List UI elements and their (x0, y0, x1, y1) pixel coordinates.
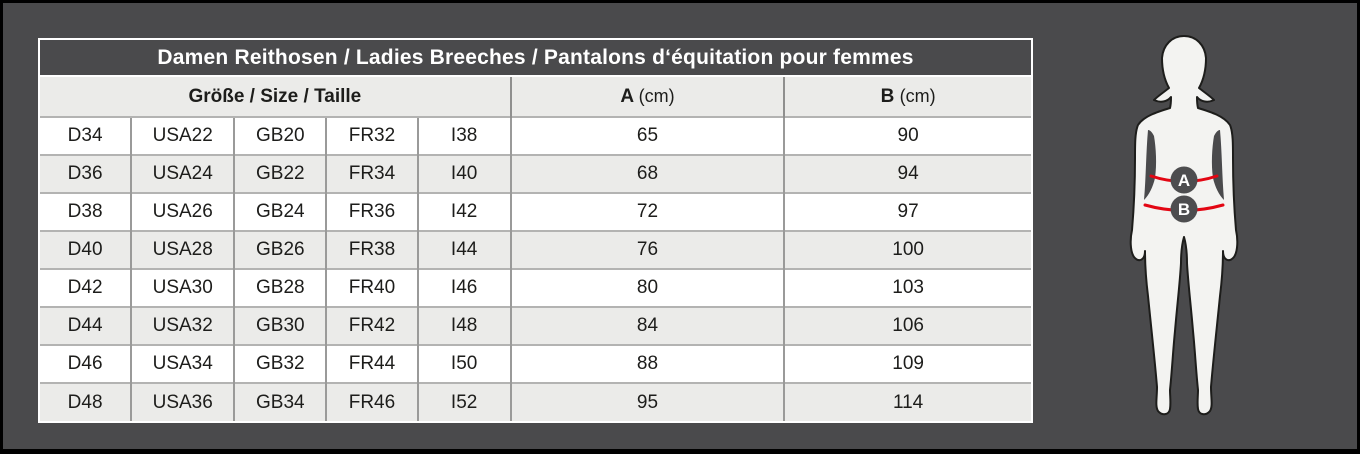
badge-a-icon: A (1170, 166, 1198, 194)
cell-size-i: I40 (416, 154, 511, 193)
cell-size-gb: GB26 (233, 230, 327, 269)
cell-size-i: I50 (416, 344, 511, 383)
table-row: D40 USA28 GB26 FR38 I44 76 100 (40, 230, 1031, 269)
cell-size-usa: USA32 (130, 306, 235, 345)
cell-size-usa: USA24 (130, 154, 235, 193)
cell-size-gb: GB34 (233, 382, 327, 421)
table-row: D42 USA30 GB28 FR40 I46 80 103 (40, 268, 1031, 307)
header-row: Größe / Size / Taille A (cm) B (cm) (40, 77, 1031, 117)
cell-size-gb: GB22 (233, 154, 327, 193)
cell-measure-a: 80 (509, 268, 785, 307)
table-row: D36 USA24 GB22 FR34 I40 68 94 (40, 154, 1031, 193)
cell-size-i: I42 (416, 192, 511, 231)
cell-size-d: D34 (40, 116, 132, 155)
cell-size-fr: FR36 (325, 192, 418, 231)
cell-measure-b: 106 (783, 306, 1031, 345)
cell-size-d: D38 (40, 192, 132, 231)
cell-size-i: I46 (416, 268, 511, 307)
cell-size-d: D48 (40, 382, 132, 421)
header-size: Größe / Size / Taille (188, 85, 362, 107)
table-row: D34 USA22 GB20 FR32 I38 65 90 (40, 116, 1031, 155)
badge-b-label: B (1178, 200, 1190, 219)
cell-measure-b: 109 (783, 344, 1031, 383)
cell-size-d: D40 (40, 230, 132, 269)
cell-size-fr: FR32 (325, 116, 418, 155)
cell-size-d: D44 (40, 306, 132, 345)
table-row: D48 USA36 GB34 FR46 I52 95 114 (40, 382, 1031, 421)
cell-size-fr: FR34 (325, 154, 418, 193)
badge-b-icon: B (1170, 195, 1198, 223)
cell-measure-b: 100 (783, 230, 1031, 269)
cell-size-fr: FR44 (325, 344, 418, 383)
cell-size-usa: USA26 (130, 192, 235, 231)
header-b-unit: (cm) (899, 85, 936, 106)
cell-size-usa: USA34 (130, 344, 235, 383)
cell-size-d: D46 (40, 344, 132, 383)
cell-size-i: I44 (416, 230, 511, 269)
cell-measure-a: 95 (509, 382, 785, 421)
cell-measure-a: 76 (509, 230, 785, 269)
table-header: Größe / Size / Taille A (cm) B (cm) (40, 77, 1031, 117)
cell-size-gb: GB20 (233, 116, 327, 155)
cell-measure-a: 65 (509, 116, 785, 155)
cell-size-usa: USA30 (130, 268, 235, 307)
cell-size-fr: FR40 (325, 268, 418, 307)
cell-size-gb: GB32 (233, 344, 327, 383)
table-body: D34 USA22 GB20 FR32 I38 65 90 D36 USA24 … (40, 116, 1031, 421)
woman-body-shape (1129, 35, 1239, 416)
header-a-unit: (cm) (638, 85, 675, 106)
cell-size-fr: FR38 (325, 230, 418, 269)
woman-silhouette: A B (1129, 35, 1239, 416)
cell-measure-a: 88 (509, 344, 785, 383)
cell-measure-b: 94 (783, 154, 1031, 193)
arm-gap-right (1211, 130, 1224, 200)
measurement-figure: A B (1126, 32, 1246, 422)
badge-a-label: A (1178, 171, 1190, 190)
header-col-a: A (cm) (509, 77, 785, 117)
cell-size-usa: USA36 (130, 382, 235, 421)
cell-size-fr: FR46 (325, 382, 418, 421)
cell-size-usa: USA28 (130, 230, 235, 269)
cell-measure-b: 103 (783, 268, 1031, 307)
cell-size-i: I52 (416, 382, 511, 421)
cell-size-i: I38 (416, 116, 511, 155)
table-row: D46 USA34 GB32 FR44 I50 88 109 (40, 344, 1031, 383)
cell-measure-a: 72 (509, 192, 785, 231)
header-a-letter: A (620, 85, 634, 107)
cell-measure-b: 114 (783, 382, 1031, 421)
cell-size-gb: GB28 (233, 268, 327, 307)
cell-size-i: I48 (416, 306, 511, 345)
cell-size-d: D42 (40, 268, 132, 307)
cell-size-d: D36 (40, 154, 132, 193)
cell-measure-a: 68 (509, 154, 785, 193)
cell-measure-b: 97 (783, 192, 1031, 231)
header-col-b: B (cm) (783, 77, 1031, 117)
table-row: D38 USA26 GB24 FR36 I42 72 97 (40, 192, 1031, 231)
size-chart-table: Damen Reithosen / Ladies Breeches / Pant… (38, 38, 1033, 423)
cell-size-gb: GB24 (233, 192, 327, 231)
cell-size-gb: GB30 (233, 306, 327, 345)
cell-size-usa: USA22 (130, 116, 235, 155)
cell-measure-b: 90 (783, 116, 1031, 155)
size-table: Größe / Size / Taille A (cm) B (cm) D34 … (40, 77, 1031, 421)
table-row: D44 USA32 GB30 FR42 I48 84 106 (40, 306, 1031, 345)
cell-size-fr: FR42 (325, 306, 418, 345)
header-b-letter: B (880, 85, 895, 107)
arm-gap-left (1144, 130, 1157, 200)
cell-measure-a: 84 (509, 306, 785, 345)
table-title: Damen Reithosen / Ladies Breeches / Pant… (40, 40, 1031, 77)
